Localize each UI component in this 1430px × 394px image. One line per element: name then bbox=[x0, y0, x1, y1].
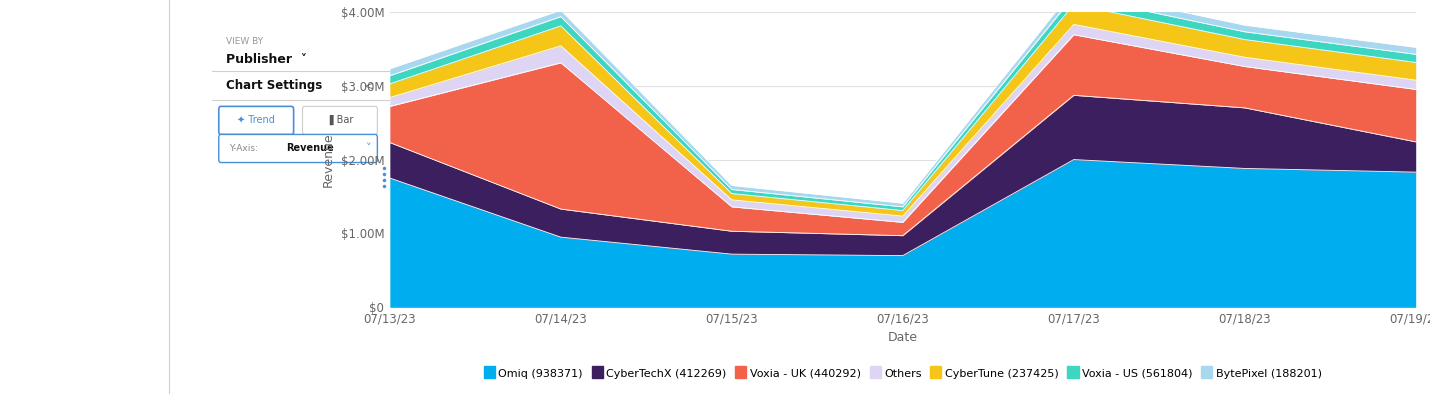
FancyBboxPatch shape bbox=[219, 106, 293, 134]
X-axis label: Date: Date bbox=[888, 331, 918, 344]
Text: Chart Settings: Chart Settings bbox=[226, 79, 322, 92]
Text: ˅: ˅ bbox=[366, 143, 372, 153]
Text: Publisher  ˅: Publisher ˅ bbox=[226, 53, 307, 65]
Text: Y-Axis:: Y-Axis: bbox=[229, 144, 259, 153]
Y-axis label: Revenue: Revenue bbox=[322, 132, 335, 187]
Text: ▐ Bar: ▐ Bar bbox=[326, 115, 353, 125]
Text: <: < bbox=[363, 79, 373, 92]
Text: Revenue: Revenue bbox=[286, 143, 335, 153]
FancyBboxPatch shape bbox=[303, 106, 378, 134]
Legend: Omiq (938371), CyberTechX (412269), Voxia - UK (440292), Others, CyberTune (2374: Omiq (938371), CyberTechX (412269), Voxi… bbox=[482, 366, 1324, 381]
FancyBboxPatch shape bbox=[219, 134, 378, 163]
Text: VIEW BY: VIEW BY bbox=[226, 37, 263, 46]
Text: ✦ Trend: ✦ Trend bbox=[237, 115, 275, 125]
